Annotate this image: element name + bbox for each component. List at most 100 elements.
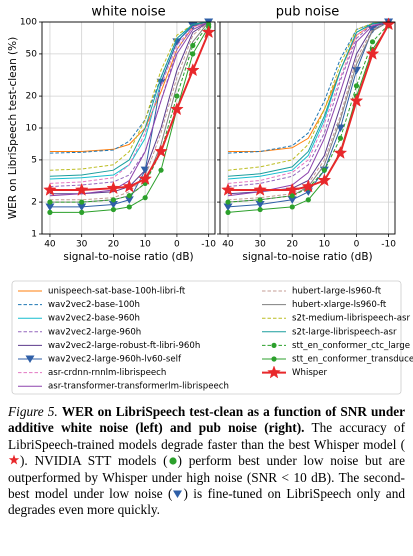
point — [305, 197, 311, 203]
point — [77, 203, 87, 211]
series-line — [49, 21, 209, 171]
series-line — [49, 21, 209, 197]
point — [190, 51, 196, 57]
series-line — [227, 21, 389, 154]
legend-marker — [271, 356, 277, 362]
point — [108, 200, 118, 209]
x-tick-label: 30 — [254, 240, 266, 250]
x-tick-label: 20 — [287, 240, 299, 250]
point — [158, 167, 164, 173]
axes-frame — [219, 21, 396, 235]
star-icon — [8, 454, 20, 465]
series-line — [227, 21, 389, 184]
legend-label: unispeech-sat-base-100h-libri-ft — [48, 287, 186, 297]
point — [47, 209, 53, 215]
y-tick-label: 1 — [31, 230, 37, 240]
point — [110, 197, 117, 203]
y-tick-label: 50 — [26, 49, 38, 59]
point — [301, 179, 316, 193]
point — [225, 209, 231, 215]
point — [47, 199, 53, 205]
legend-label: hubert-large-ls960-ft — [292, 287, 382, 297]
axes-frame — [41, 21, 216, 235]
series-line — [227, 21, 389, 208]
series-line — [227, 21, 389, 201]
point — [140, 166, 150, 175]
caption-text: ). NVIDIA STT models ( — [20, 453, 168, 469]
legend-label: wav2vec2-large-960h — [48, 327, 141, 337]
circle-icon — [168, 457, 177, 465]
legend-marker — [267, 365, 281, 379]
legend-label: stt_en_conformer_transducer_xlarge — [292, 355, 413, 365]
point — [79, 209, 85, 215]
y-tick-label: 10 — [26, 124, 38, 134]
legend-label: hubert-xlarge-ls960-ft — [292, 300, 387, 310]
point — [122, 179, 137, 193]
x-tick-label: 0 — [354, 240, 360, 250]
point — [170, 102, 184, 116]
point — [126, 204, 132, 210]
y-tick-label: 20 — [26, 92, 38, 102]
point — [156, 78, 166, 87]
point — [349, 93, 364, 107]
legend-box — [11, 280, 402, 395]
x-tick-label: 40 — [44, 240, 56, 250]
series-line — [227, 21, 389, 177]
x-tick-label: -10 — [201, 240, 216, 250]
legend-label: Whisper — [292, 368, 328, 378]
panel-title: white noise — [91, 5, 165, 20]
point — [257, 206, 263, 213]
legend-marker — [271, 342, 277, 348]
point — [74, 182, 89, 196]
point — [289, 204, 295, 210]
caption-text: ) is fine-tuned on LibriSpeech only and … — [8, 486, 405, 518]
legend-label: wav2vec2-large-960h-lv60-self — [48, 355, 182, 365]
point — [142, 195, 148, 201]
point — [79, 199, 85, 205]
point — [253, 182, 267, 196]
x-tick-label: 40 — [222, 240, 234, 250]
caption-text: The accuracy of LibriSpeech-trained mode… — [8, 420, 406, 452]
y-tick-label: 2 — [31, 198, 37, 208]
point — [126, 193, 132, 199]
series-line — [227, 21, 389, 203]
x-tick-label: 30 — [76, 240, 88, 250]
x-tick-label: 20 — [108, 240, 120, 250]
y-axis-label: WER on LibriSpeech test-clean (%) — [7, 37, 19, 219]
panel-title: pub noise — [276, 5, 339, 20]
series-line — [49, 31, 210, 191]
x-tick-label: 10 — [139, 240, 151, 250]
point — [365, 46, 380, 60]
point — [174, 93, 180, 99]
point — [351, 66, 361, 75]
point — [255, 200, 265, 209]
point — [110, 206, 117, 213]
point — [317, 173, 332, 187]
legend-label: asr-crdnn-rnnlm-librispeech — [48, 368, 166, 378]
point — [369, 39, 376, 45]
legend-label: stt_en_conformer_ctc_large — [292, 341, 410, 351]
legend-label: s2t-medium-librispeech-asr — [292, 314, 411, 324]
triangle-icon — [173, 490, 183, 499]
x-tick-label: -10 — [381, 240, 396, 250]
series-line — [49, 21, 210, 201]
legend-label: wav2vec2-large-robust-ft-libri-960h — [48, 341, 200, 351]
series-line — [49, 21, 209, 188]
x-axis-label: signal-to-noise ratio (dB) — [242, 251, 372, 263]
point — [201, 25, 216, 39]
point — [185, 63, 200, 77]
point — [154, 144, 168, 158]
point — [353, 83, 360, 89]
x-tick-label: 10 — [319, 240, 331, 250]
point — [321, 167, 327, 173]
series-line — [49, 21, 209, 177]
series-line — [49, 21, 209, 208]
legend-label: wav2vec2-base-960h — [48, 314, 140, 324]
series-line — [49, 21, 209, 195]
series-line — [228, 21, 389, 152]
x-tick-label: 0 — [174, 240, 180, 250]
legend-marker — [25, 355, 35, 363]
point — [225, 199, 231, 205]
point — [124, 196, 134, 204]
